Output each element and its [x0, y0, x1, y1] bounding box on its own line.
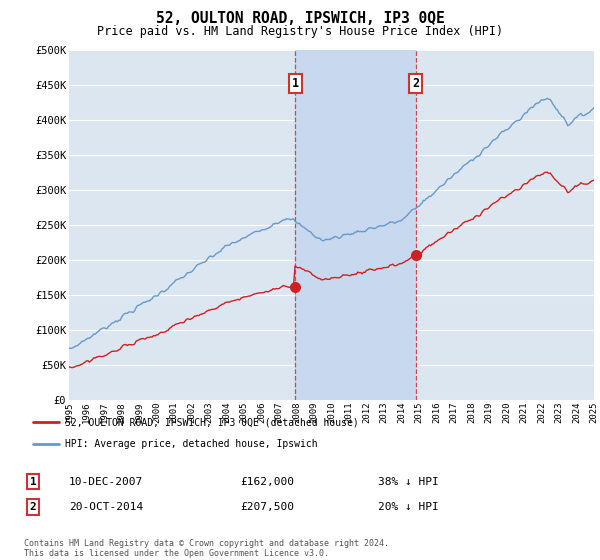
Text: 52, OULTON ROAD, IPSWICH, IP3 0QE: 52, OULTON ROAD, IPSWICH, IP3 0QE	[155, 11, 445, 26]
Text: 2: 2	[29, 502, 37, 512]
Text: £207,500: £207,500	[240, 502, 294, 512]
Text: 38% ↓ HPI: 38% ↓ HPI	[378, 477, 439, 487]
Text: 1: 1	[29, 477, 37, 487]
Bar	[295, 50, 415, 400]
Text: 52, OULTON ROAD, IPSWICH, IP3 0QE (detached house): 52, OULTON ROAD, IPSWICH, IP3 0QE (detac…	[65, 417, 359, 427]
Text: 1: 1	[292, 77, 299, 90]
Text: £162,000: £162,000	[240, 477, 294, 487]
Text: 20% ↓ HPI: 20% ↓ HPI	[378, 502, 439, 512]
Text: Price paid vs. HM Land Registry's House Price Index (HPI): Price paid vs. HM Land Registry's House …	[97, 25, 503, 38]
Text: HPI: Average price, detached house, Ipswich: HPI: Average price, detached house, Ipsw…	[65, 439, 317, 449]
Text: 20-OCT-2014: 20-OCT-2014	[69, 502, 143, 512]
Text: 2: 2	[412, 77, 419, 90]
Text: 10-DEC-2007: 10-DEC-2007	[69, 477, 143, 487]
Text: Contains HM Land Registry data © Crown copyright and database right 2024.
This d: Contains HM Land Registry data © Crown c…	[24, 539, 389, 558]
